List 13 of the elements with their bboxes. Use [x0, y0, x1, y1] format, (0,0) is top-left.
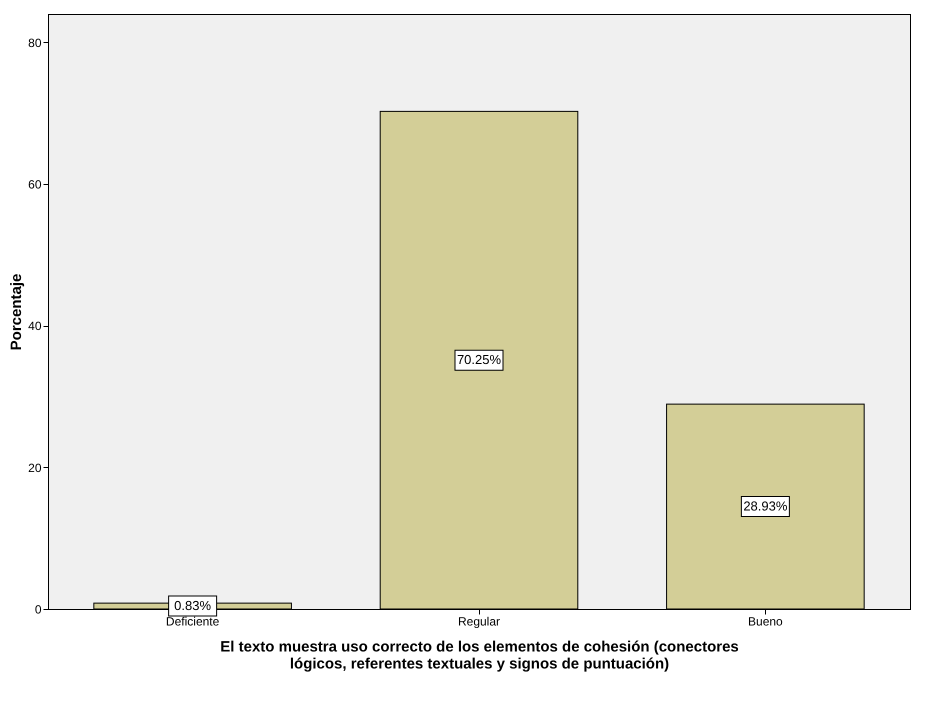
y-tick-label: 80 [28, 36, 42, 50]
y-axis-title: Porcentaje [8, 274, 26, 350]
y-tick-label: 20 [28, 460, 42, 475]
x-axis-title: El texto muestra uso correcto de los elementos de cohesión (conectores lógicos, referentes textuales y signos de puntuación) [220, 638, 739, 672]
data-label: 28.93% [743, 498, 788, 514]
y-tick-label: 40 [28, 319, 42, 334]
x-tick-label: Bueno [748, 614, 784, 628]
x-tick-label: Regular [458, 614, 500, 628]
y-tick-label: 60 [28, 178, 42, 192]
y-tick-label: 0 [34, 602, 42, 616]
data-label: 0.83% [174, 598, 212, 614]
x-tick-label: Deficiente [166, 614, 220, 628]
data-label: 70.25% [456, 352, 502, 368]
